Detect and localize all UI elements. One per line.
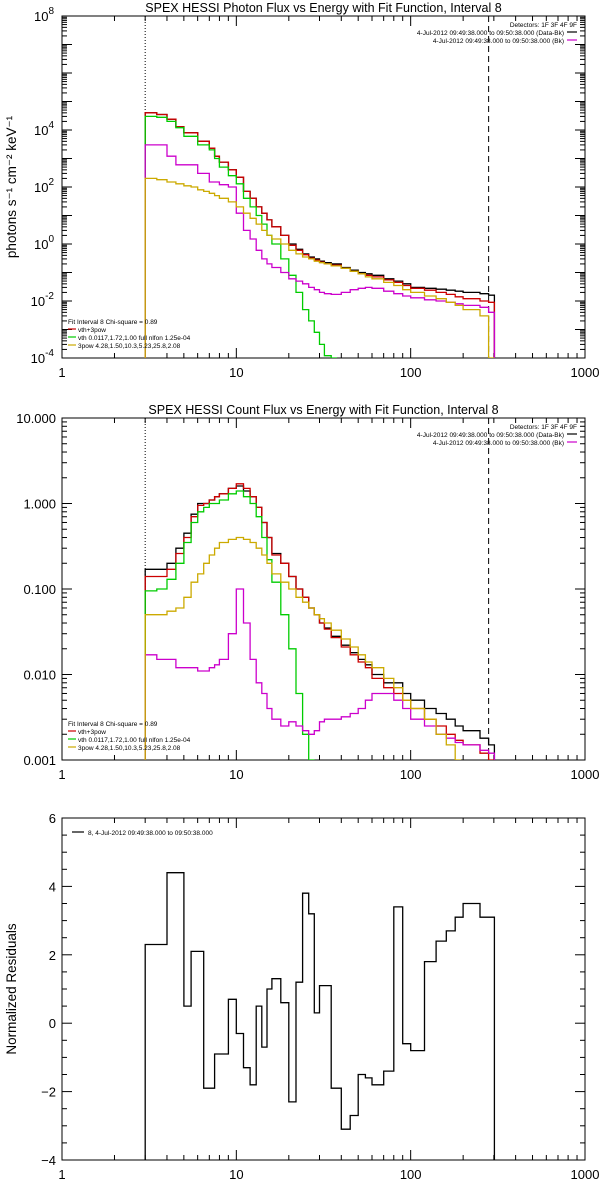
legend-entry: vth 0.0117,1.72,1.00 full nlfon 1.25e-04 xyxy=(78,335,191,342)
y-tick-base: 10 xyxy=(34,180,48,195)
y-tick-base: 10 xyxy=(31,294,45,309)
y-tick-label: 4 xyxy=(49,879,56,894)
x-tick-label: 100 xyxy=(400,365,422,380)
y-tick-label: −2 xyxy=(41,1085,56,1100)
data-series-1 xyxy=(144,872,496,1160)
chart-panel-3: 1 10 100 1000 −4 −2 0 2 4 6 Normalized Residuals 8,… xyxy=(4,811,599,1182)
x-tick-label: 1000 xyxy=(571,1167,600,1182)
y-tick-label: 104 xyxy=(34,120,54,138)
chart-panel-2: 1 10 100 1000 0.001 0.010 0.100 1.000 10.000 SPEX… xyxy=(16,403,599,782)
legend-entry: Detectors: 1F 3F 4F 9F xyxy=(510,22,577,29)
x-tick-label: 10 xyxy=(229,1167,243,1182)
data-series-4 xyxy=(144,144,496,358)
y-tick-label: −4 xyxy=(41,1153,56,1168)
y-tick-label: 108 xyxy=(34,6,54,24)
y-tick-exponent: 0 xyxy=(48,234,54,245)
y-tick-label: 10-4 xyxy=(31,348,55,366)
x-tick-label: 1000 xyxy=(571,365,600,380)
x-tick-label: 1 xyxy=(58,1167,65,1182)
x-tick-label: 100 xyxy=(400,1167,422,1182)
legend-entry: 4-Jul-2012 09:49:38.000 to 09:50:38.000 … xyxy=(433,440,564,447)
y-tick-base: 10 xyxy=(31,351,45,366)
y-axis-label: photons s⁻¹ cm⁻² keV⁻¹ xyxy=(4,115,19,258)
legend-entry: Detectors: 1F 3F 4F 9F xyxy=(510,424,577,431)
legend-entry: 4-Jul-2012 09:49:38.000 to 09:50:38.000 … xyxy=(433,38,564,45)
legend-entry: 8, 4-Jul-2012 09:49:38.000 to 09:50:38.0… xyxy=(88,830,213,837)
legend-entry: 4-Jul-2012 09:49:38.000 to 09:50:38.000 … xyxy=(417,30,564,37)
y-tick-label: 0 xyxy=(49,1016,56,1031)
legend-entry: Fit Interval 8 Chi-square = 0.89 xyxy=(68,721,158,728)
x-tick-label: 10 xyxy=(229,767,243,782)
y-tick-exponent: 4 xyxy=(48,120,54,131)
y-tick-label: 10-2 xyxy=(31,291,55,309)
legend-entry: 3pow 4.28,1.50,10.3,5.23,25.8,2.08 xyxy=(78,745,181,752)
y-tick-label: 100 xyxy=(34,234,54,252)
y-axis-label: Normalized Residuals xyxy=(4,923,19,1055)
y-tick-exponent: -2 xyxy=(45,291,54,302)
legend-entry: vth+3pow xyxy=(78,327,106,334)
data-series-3 xyxy=(144,115,337,358)
x-tick-label: 100 xyxy=(400,767,422,782)
chart-title: SPEX HESSI Count Flux vs Energy with Fit… xyxy=(148,403,498,417)
y-tick-label: 6 xyxy=(49,811,56,826)
legend-entry: vth+3pow xyxy=(78,729,106,736)
legend-entry: Fit Interval 8 Chi-square = 0.89 xyxy=(68,319,158,326)
data-series-5 xyxy=(144,536,461,760)
chart-title: SPEX HESSI Photon Flux vs Energy with Fi… xyxy=(145,1,501,15)
y-tick-exponent: -4 xyxy=(45,348,54,359)
data-series-3 xyxy=(144,490,315,760)
legend-entry: 4-Jul-2012 09:49:38.000 to 09:50:38.000 … xyxy=(417,432,564,439)
y-tick-label: 0.001 xyxy=(23,753,56,768)
y-tick-label: 10.000 xyxy=(16,411,56,426)
x-tick-label: 10 xyxy=(229,365,243,380)
legend-entry: 3pow 4.28,1.50,10.3,5.23,25.8,2.08 xyxy=(78,343,181,350)
y-tick-label: 2 xyxy=(49,948,56,963)
y-tick-exponent: 8 xyxy=(48,6,54,17)
x-tick-label: 1 xyxy=(58,365,65,380)
y-tick-base: 10 xyxy=(34,9,48,24)
x-tick-label: 1 xyxy=(58,767,65,782)
y-tick-label: 102 xyxy=(34,177,54,195)
legend-entry: vth 0.0117,1.72,1.00 full nlfon 1.25e-04 xyxy=(78,737,191,744)
data-series-5 xyxy=(144,177,495,358)
y-tick-label: 0.100 xyxy=(23,582,56,597)
y-tick-label: 0.010 xyxy=(23,668,56,683)
y-tick-exponent: 2 xyxy=(48,177,54,188)
x-tick-label: 1000 xyxy=(571,767,600,782)
y-tick-base: 10 xyxy=(34,237,48,252)
y-tick-base: 10 xyxy=(34,123,48,138)
y-tick-label: 1.000 xyxy=(23,497,56,512)
data-series-4 xyxy=(144,588,496,760)
